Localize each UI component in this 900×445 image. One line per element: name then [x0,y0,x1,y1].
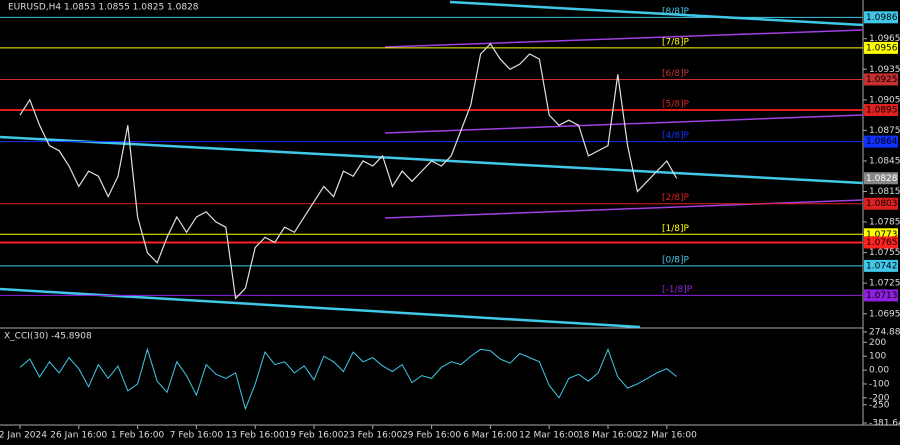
level-price: 1.0986 [866,13,898,23]
level-price: 1.0765 [866,238,898,248]
x-tick-label: 29 Feb 16:00 [402,431,461,441]
y-tick-label: 1.0695 [869,309,900,319]
cci-line [19,347,677,411]
trend-line [0,135,864,185]
level-price: 1.0742 [866,261,898,271]
level-label: [7/8]P [662,37,690,47]
level-price: 1.0864 [866,137,898,147]
y-tick-label: 1.0785 [869,218,900,228]
y-tick-label: 1.0965 [869,34,900,44]
y-tick-label: 274.887 [869,328,900,338]
y-tick-label: 100 [869,352,886,362]
current-price: 1.0828 [866,174,898,184]
x-tick-label: 23 Feb 16:00 [343,431,402,441]
channel-line [384,114,864,134]
x-tick-label: 22 Mar 16:00 [637,431,697,441]
level-price: 1.0803 [866,199,898,209]
price-line [19,42,678,300]
y-tick-label: 1.0935 [869,65,900,75]
channel-line [384,199,864,219]
y-tick-label: 1.0845 [869,156,900,166]
level-box [864,104,898,117]
y-tick-label: 1.0875 [869,126,900,136]
x-tick-label: 26 Jan 16:00 [50,431,107,441]
level-box [864,73,898,86]
level-label: [4/8]P [662,131,690,141]
level-box [864,11,898,24]
level-price: 1.0925 [866,75,898,85]
chart-title: EURUSD,H4 1.0853 1.0855 1.0825 1.0828 [8,3,199,13]
y-tick-label: 200 [869,338,886,348]
x-tick-label: 22 Jan 2024 [0,431,47,441]
channel-lines [384,29,864,219]
level-label: [2/8]P [662,193,690,203]
level-label: [6/8]P [662,69,690,79]
level-box [864,197,898,210]
level-label: [5/8]P [662,100,690,110]
indicator-title: X_CCI(30) -45.8908 [4,332,92,342]
level-label: [-1/8]P [662,285,693,295]
level-price: 1.0956 [866,43,898,53]
level-price: 1.0773 [866,230,898,240]
level-box [864,135,898,148]
price-box [864,172,898,185]
level-box [864,259,898,272]
x-tick-label: 7 Feb 16:00 [170,431,224,441]
y-tick-label: 1.0755 [869,248,900,258]
level-price: 1.0713 [866,291,898,301]
y-tick-label: 1.0815 [869,187,900,197]
y-tick-label: 1.0725 [869,279,900,289]
level-box [864,289,898,302]
x-tick-label: 6 Mar 16:00 [463,431,518,441]
y-tick-label: -100 [869,379,890,389]
x-tick-label: 19 Feb 16:00 [284,431,343,441]
x-tick-label: 13 Feb 16:00 [226,431,285,441]
x-tick-label: 1 Feb 16:00 [111,431,165,441]
y-tick-label: -381.6475 [869,419,900,429]
x-tick-label: 18 Mar 16:00 [578,431,638,441]
y-tick-label: -250 [869,400,890,410]
trend-line [449,0,864,27]
y-tick-label: 0.00 [869,366,889,376]
y-tick-label: -200 [869,393,890,403]
level-label: [0/8]P [662,255,690,265]
y-tick-label: 1.0905 [869,95,900,105]
x-tick-label: 12 Mar 16:00 [519,431,579,441]
level-label: [1/8]P [662,224,690,234]
level-label: [8/8]P [662,7,690,17]
level-price: 1.0895 [866,106,898,116]
level-box [864,236,898,249]
channel-line [384,29,864,48]
level-box [864,41,898,54]
